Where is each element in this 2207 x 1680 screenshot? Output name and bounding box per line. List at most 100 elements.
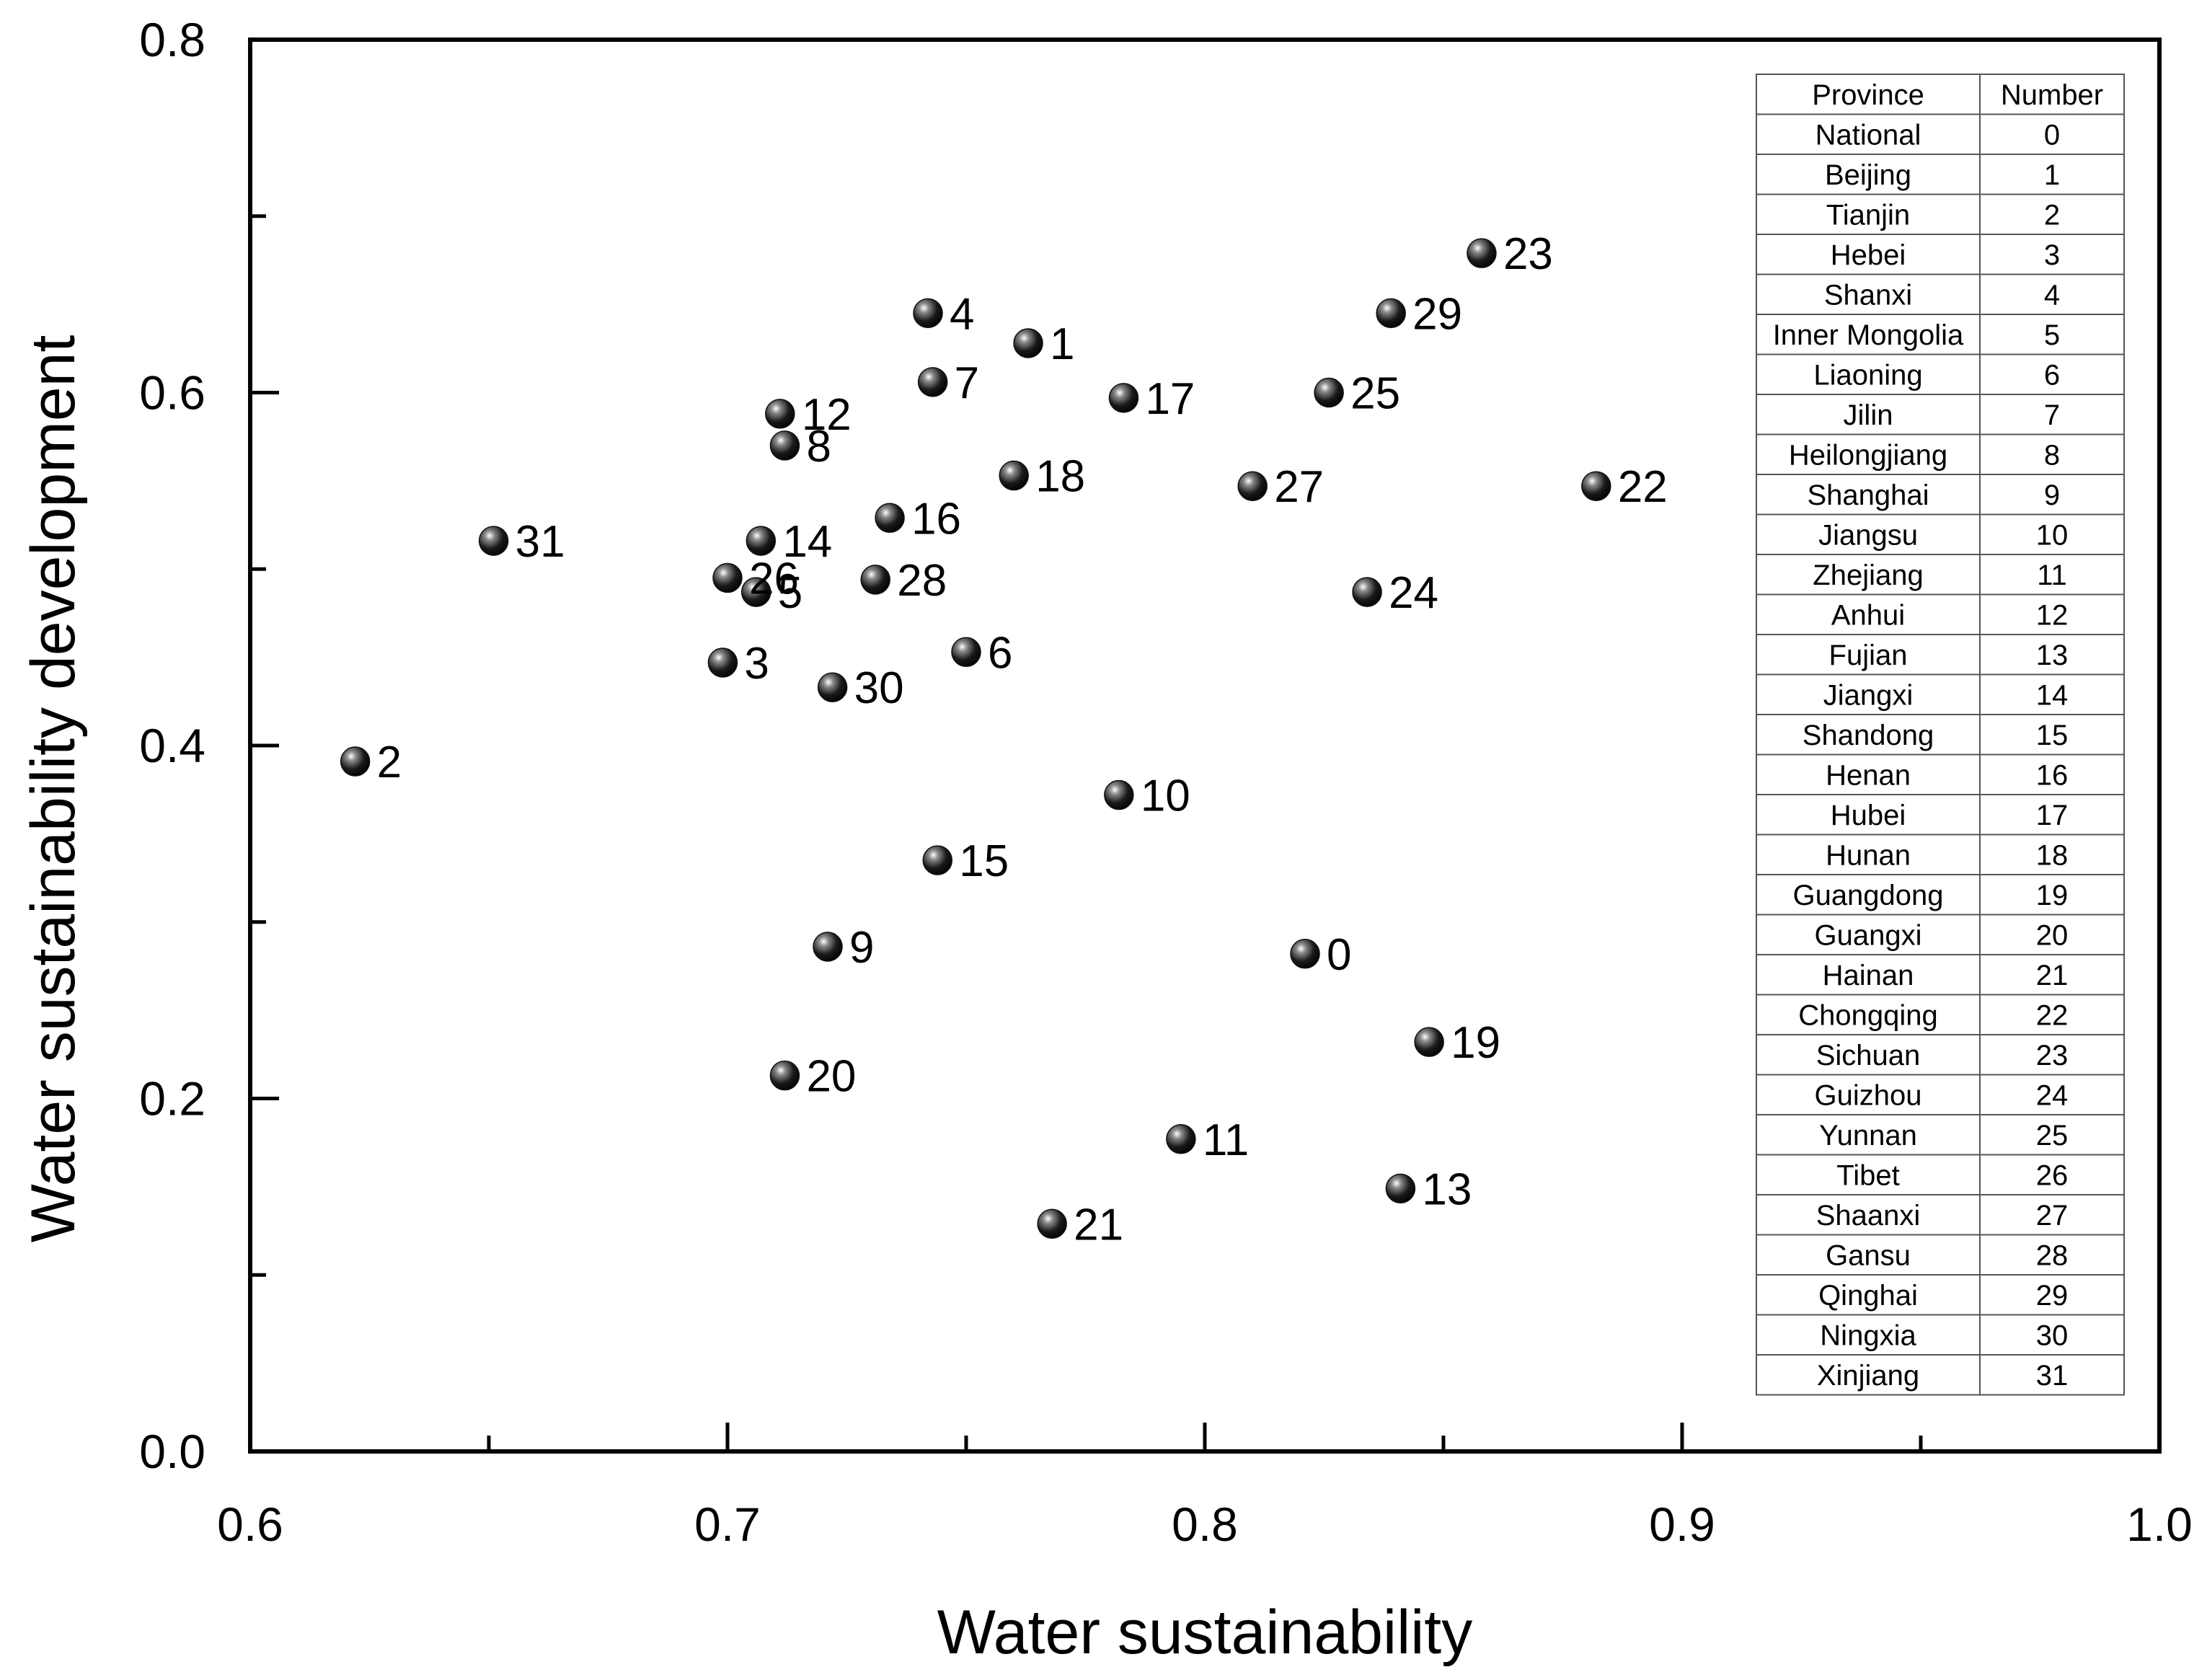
legend-province-number: 21: [2036, 960, 2069, 991]
data-point-26: [712, 562, 743, 593]
legend-province-number: 6: [2044, 359, 2060, 391]
legend-border: [1756, 74, 2125, 1396]
point-label-18: 18: [1035, 452, 1085, 502]
x-axis-ticks: 0.6 0.7 0.8 0.9 1.0: [217, 1423, 2193, 1551]
legend-province-number: 26: [2036, 1159, 2069, 1191]
point-label-14: 14: [782, 517, 832, 567]
legend-province-number: 24: [2036, 1079, 2069, 1111]
point-label-9: 9: [849, 923, 874, 973]
data-point-2: [340, 746, 371, 777]
x-tick-label: 0.7: [694, 1498, 761, 1551]
y-tick-label: 0.4: [139, 719, 205, 772]
point-label-28: 28: [897, 556, 947, 606]
legend-province-number: 31: [2036, 1360, 2069, 1392]
legend-province-name: Shandong: [1803, 720, 1934, 751]
point-label-11: 11: [1203, 1115, 1249, 1165]
y-tick-label: 0.6: [139, 366, 205, 420]
data-point-3: [707, 647, 738, 678]
x-tick-label: 0.6: [217, 1498, 283, 1551]
y-axis-ticks: 0.0 0.2 0.4 0.6 0.8: [139, 13, 279, 1478]
data-point-24: [1352, 577, 1382, 607]
data-point-21: [1037, 1208, 1067, 1239]
point-label-6: 6: [988, 628, 1012, 678]
data-point-4: [913, 298, 943, 329]
point-label-12: 12: [802, 390, 852, 440]
point-label-15: 15: [959, 836, 1009, 886]
legend-province-number: 19: [2036, 880, 2069, 911]
point-label-19: 19: [1451, 1018, 1500, 1068]
data-point-8: [769, 430, 800, 461]
point-label-17: 17: [1145, 374, 1195, 424]
data-point-9: [813, 932, 843, 962]
data-point-25: [1314, 377, 1344, 408]
y-tick-label: 0.0: [139, 1425, 205, 1478]
point-label-31: 31: [516, 517, 565, 567]
legend-province-name: Tibet: [1836, 1159, 1899, 1191]
legend-province-number: 5: [2044, 319, 2060, 351]
legend-province-name: Xinjiang: [1817, 1360, 1919, 1392]
legend-province-number: 20: [2036, 919, 2069, 951]
data-point-5: [740, 577, 771, 607]
legend-province-name: Qinghai: [1818, 1280, 1918, 1312]
legend-province-number: 17: [2036, 800, 2069, 831]
legend-province-name: Beijing: [1825, 159, 1911, 191]
legend-province-name: Hubei: [1831, 800, 1906, 831]
legend-province-number: 3: [2044, 239, 2060, 271]
x-tick-label: 0.9: [1649, 1498, 1715, 1551]
legend-province-number: 10: [2036, 519, 2069, 551]
point-label-23: 23: [1503, 229, 1553, 279]
point-label-21: 21: [1074, 1200, 1123, 1250]
point-label-20: 20: [806, 1052, 856, 1102]
data-point-12: [765, 399, 795, 429]
legend-province-name: Hainan: [1823, 960, 1914, 991]
legend-province-number: 1: [2044, 159, 2060, 191]
legend-province-number: 27: [2036, 1200, 2069, 1232]
point-label-13: 13: [1422, 1164, 1472, 1214]
legend-province-number: 12: [2036, 599, 2069, 631]
data-point-22: [1581, 471, 1611, 501]
legend-province-name: Shaanxi: [1816, 1200, 1921, 1232]
legend-province-name: Yunnan: [1819, 1120, 1917, 1151]
legend-header-number: Number: [2001, 79, 2103, 111]
data-point-13: [1385, 1173, 1416, 1204]
point-label-7: 7: [955, 358, 979, 408]
legend-province-name: Guangxi: [1815, 919, 1922, 951]
point-label-0: 0: [1327, 930, 1351, 980]
data-point-27: [1237, 471, 1268, 501]
legend-province-number: 13: [2036, 640, 2069, 671]
point-label-22: 22: [1618, 462, 1668, 512]
data-points: 0123456789101112131415161718192021222324…: [340, 229, 1668, 1250]
legend-province-name: Guangdong: [1792, 880, 1943, 911]
legend-province-name: Ningxia: [1820, 1319, 1916, 1351]
legend-province-name: Jilin: [1844, 399, 1893, 431]
point-label-10: 10: [1141, 772, 1190, 821]
legend-province-name: National: [1815, 119, 1921, 151]
legend-province-number: 28: [2036, 1239, 2069, 1271]
point-label-25: 25: [1350, 369, 1400, 419]
point-label-2: 2: [377, 738, 402, 787]
legend-province-number: 7: [2044, 399, 2060, 431]
data-point-19: [1414, 1027, 1444, 1057]
y-axis-title: Water sustainability development: [19, 335, 88, 1243]
y-tick-label: 0.2: [139, 1072, 205, 1126]
y-tick-label: 0.8: [139, 13, 205, 66]
data-point-7: [917, 367, 948, 397]
legend-province-number: 4: [2044, 279, 2060, 311]
point-label-16: 16: [911, 494, 961, 544]
legend-province-name: Liaoning: [1813, 359, 1922, 391]
legend-province-name: Shanghai: [1807, 479, 1929, 511]
legend-province-name: Hebei: [1831, 239, 1906, 271]
data-point-23: [1467, 238, 1497, 268]
point-label-26: 26: [749, 554, 799, 604]
data-point-1: [1013, 328, 1043, 358]
point-label-3: 3: [744, 639, 769, 689]
legend-province-number: 29: [2036, 1280, 2069, 1312]
legend-province-name: Hunan: [1826, 839, 1911, 871]
legend-province-name: Zhejiang: [1813, 560, 1923, 591]
data-point-14: [746, 526, 777, 556]
legend-province-number: 16: [2036, 759, 2069, 791]
point-label-27: 27: [1274, 462, 1324, 512]
data-point-11: [1166, 1124, 1196, 1154]
data-point-17: [1108, 383, 1139, 413]
